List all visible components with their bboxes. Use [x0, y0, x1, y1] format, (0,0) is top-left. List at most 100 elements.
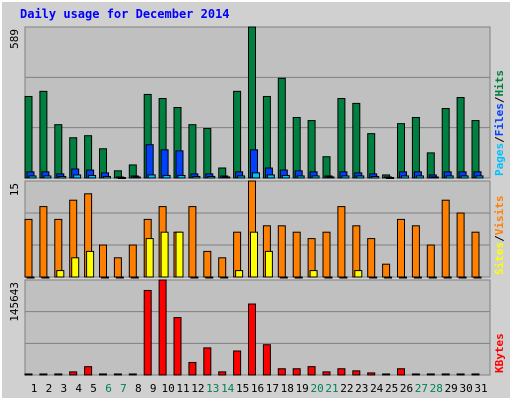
bar — [235, 270, 244, 278]
bar — [460, 175, 469, 179]
bar — [311, 175, 320, 179]
x-tick-label: 22 — [340, 382, 353, 395]
bar — [294, 276, 303, 279]
bar — [352, 102, 361, 179]
bar — [188, 206, 197, 278]
bar — [69, 371, 78, 376]
bar — [456, 212, 465, 278]
bar — [382, 263, 391, 278]
bar — [248, 303, 256, 376]
bar — [401, 175, 409, 179]
x-tick-label: 17 — [266, 382, 279, 395]
x-tick-label: 2 — [46, 382, 53, 395]
bar — [205, 276, 214, 279]
bar — [188, 124, 197, 179]
bar — [411, 373, 420, 376]
bar — [382, 373, 391, 376]
x-tick-label: 20 — [310, 382, 323, 395]
bar — [337, 368, 346, 376]
bar — [58, 175, 67, 179]
x-tick-label: 27 — [415, 382, 428, 395]
x-tick-label: 4 — [75, 382, 82, 395]
legend-entry: Hits — [493, 70, 506, 97]
bar — [175, 231, 184, 278]
bar — [160, 231, 169, 278]
bar — [145, 144, 154, 179]
bar — [337, 98, 346, 179]
bar — [426, 373, 435, 376]
bar — [177, 174, 186, 179]
legend-entry: Files — [493, 103, 506, 136]
bar — [386, 176, 395, 179]
bar — [441, 199, 450, 278]
bar — [352, 225, 361, 278]
bar — [203, 347, 212, 376]
bar — [39, 373, 48, 376]
bar — [41, 276, 50, 279]
x-tick-label: 21 — [325, 382, 338, 395]
y-tick-label: 145643 — [8, 282, 21, 322]
x-tick-label: 15 — [236, 382, 249, 395]
legend: KBytes — [493, 333, 506, 373]
bar — [262, 344, 271, 376]
x-tick-label: 11 — [176, 382, 189, 395]
bar — [456, 97, 465, 179]
legend-entry: Sites — [493, 242, 506, 275]
bar — [426, 152, 435, 179]
bar — [54, 373, 63, 376]
x-tick-label: 9 — [150, 382, 157, 395]
bar — [99, 373, 107, 376]
bar — [443, 276, 452, 279]
bar — [160, 149, 169, 179]
bar — [113, 257, 122, 278]
bar — [262, 95, 271, 179]
x-tick-label: 1 — [31, 382, 38, 395]
x-tick-label: 29 — [445, 382, 458, 395]
x-tick-label: 23 — [355, 382, 368, 395]
x-tick-label: 12 — [191, 382, 204, 395]
bar — [113, 373, 122, 376]
bar — [411, 116, 420, 179]
bar — [445, 175, 454, 179]
x-tick-label: 26 — [400, 382, 413, 395]
bar — [132, 176, 141, 179]
x-tick-label: 10 — [161, 382, 174, 395]
bar — [322, 156, 331, 179]
bar — [128, 244, 137, 278]
bar — [117, 176, 126, 179]
bar — [441, 108, 450, 179]
bar — [411, 225, 420, 278]
legend-separator: / — [493, 96, 506, 103]
bar — [352, 370, 361, 376]
bar — [39, 206, 48, 278]
bar — [24, 218, 33, 278]
bar — [24, 95, 33, 179]
bar — [222, 176, 231, 179]
bar — [233, 90, 242, 179]
bar — [24, 373, 33, 376]
bar — [162, 174, 171, 179]
bar — [292, 368, 301, 376]
bar — [158, 279, 167, 376]
bar — [322, 231, 331, 278]
x-tick-label: 25 — [385, 382, 398, 395]
x-tick-label: 5 — [90, 382, 97, 395]
bar — [369, 276, 378, 279]
bar — [473, 276, 482, 279]
x-tick-label: 13 — [206, 382, 219, 395]
bar — [266, 174, 275, 179]
bar — [143, 289, 152, 376]
bar — [397, 368, 405, 376]
bar — [192, 175, 201, 179]
chart-title: Daily usage for December 2014 — [20, 7, 230, 21]
legend-separator: / — [493, 136, 506, 143]
bar — [115, 276, 124, 279]
bar — [307, 120, 316, 179]
bar — [296, 175, 305, 179]
bar — [292, 231, 301, 278]
bar — [43, 175, 52, 179]
bar — [237, 175, 246, 179]
x-tick-label: 7 — [120, 382, 127, 395]
bar — [128, 373, 137, 376]
